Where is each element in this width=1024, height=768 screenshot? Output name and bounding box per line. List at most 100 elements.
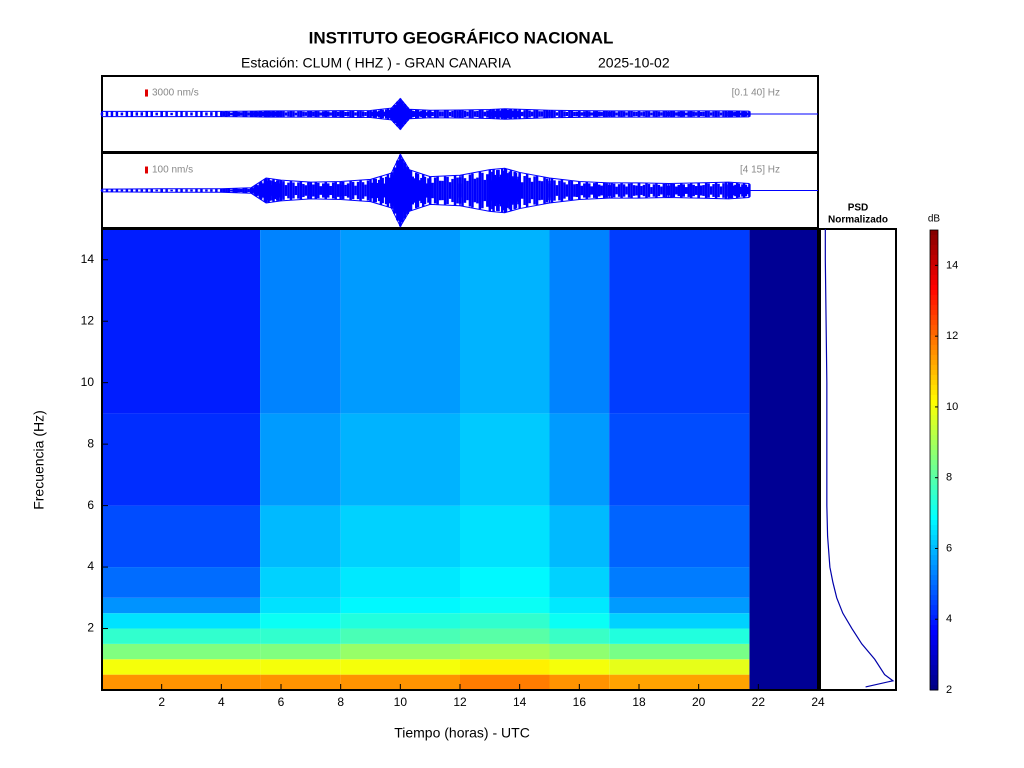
psd-title: Normalizado	[828, 215, 888, 226]
colorbar-step	[930, 415, 938, 421]
colorbar-step	[930, 555, 938, 561]
spectrogram-cell	[340, 613, 460, 629]
spectrogram-cell	[102, 643, 261, 660]
colorbar-step	[930, 385, 938, 391]
spectrogram-cell	[102, 229, 261, 414]
psd-title: PSD	[848, 203, 869, 214]
spectrogram-cell	[340, 674, 460, 690]
colorbar-step	[930, 325, 938, 331]
colorbar-step	[930, 680, 938, 686]
spectrogram-cell	[102, 659, 261, 675]
colorbar-step	[930, 370, 938, 376]
spectrogram-cell	[260, 613, 341, 629]
colorbar-step	[930, 575, 938, 581]
spectrogram-cell	[102, 567, 261, 598]
colorbar-step	[930, 340, 938, 346]
colorbar-step	[930, 490, 938, 496]
colorbar-tick-label: 2	[946, 684, 952, 696]
spectrogram-cell	[460, 674, 550, 690]
colorbar-step	[930, 550, 938, 556]
spectrogram-cell	[460, 643, 550, 660]
spectrogram-cell	[549, 659, 610, 675]
colorbar-tick-label: 12	[946, 330, 958, 342]
spectrogram-cell	[260, 567, 341, 598]
colorbar-step	[930, 520, 938, 526]
colorbar-step	[930, 505, 938, 511]
colorbar-step	[930, 615, 938, 621]
spectrogram-cell	[260, 674, 341, 690]
y-tick-label: 4	[87, 559, 94, 573]
colorbar-step	[930, 310, 938, 316]
colorbar-step	[930, 235, 938, 241]
colorbar-step	[930, 300, 938, 306]
envelope-lower	[102, 116, 750, 131]
colorbar-step	[930, 525, 938, 531]
colorbar-step	[930, 380, 938, 386]
colorbar-step	[930, 465, 938, 471]
colorbar-step	[930, 660, 938, 666]
spectrogram-cell	[340, 567, 460, 598]
spectrogram-cell	[460, 505, 550, 568]
colorbar-step	[930, 580, 938, 586]
spectrogram-cell	[340, 628, 460, 644]
spectrogram-cell	[102, 597, 261, 614]
colorbar-step	[930, 270, 938, 276]
colorbar-step	[930, 545, 938, 551]
spectrogram-cell	[609, 567, 750, 598]
colorbar-step	[930, 450, 938, 456]
spectrogram-cell	[102, 628, 261, 644]
envelope-upper	[101, 153, 750, 190]
colorbar-step	[930, 405, 938, 411]
spectrogram-cell	[609, 613, 750, 629]
colorbar-step	[930, 360, 938, 366]
colorbar-step	[930, 605, 938, 611]
colorbar-step	[930, 650, 938, 656]
band-label: [0.1 40] Hz	[732, 88, 780, 99]
colorbar-step	[930, 345, 938, 351]
colorbar-step	[930, 645, 938, 651]
colorbar-step	[930, 560, 938, 566]
envelope-lower	[101, 191, 750, 228]
spectrogram-cell	[340, 229, 460, 414]
colorbar-step	[930, 275, 938, 281]
x-tick-label: 4	[218, 695, 225, 709]
colorbar-step	[930, 390, 938, 396]
colorbar-step	[930, 290, 938, 296]
spectrogram-cell	[260, 628, 341, 644]
colorbar-step	[930, 455, 938, 461]
colorbar-step	[930, 320, 938, 326]
colorbar-tick-label: 6	[946, 542, 952, 554]
spectrogram-cell	[260, 643, 341, 660]
colorbar-step	[930, 510, 938, 516]
spectrogram-cell	[549, 597, 610, 614]
colorbar-step	[930, 285, 938, 291]
x-tick-label: 24	[811, 695, 825, 709]
colorbar-step	[930, 330, 938, 336]
colorbar-step	[930, 445, 938, 451]
spectrogram-cell	[260, 597, 341, 614]
spectrogram-cell	[549, 413, 610, 506]
spectrogram-cell	[260, 229, 341, 414]
x-tick-label: 22	[752, 695, 766, 709]
colorbar-step	[930, 435, 938, 441]
colorbar-step	[930, 395, 938, 401]
spectrogram-cell	[260, 413, 341, 506]
colorbar-frame	[929, 229, 939, 691]
y-tick-label: 6	[87, 498, 94, 512]
scale-label: 3000 nm/s	[152, 88, 199, 99]
spectrogram-cell	[609, 643, 750, 660]
y-axis-label: Frecuencia (Hz)	[31, 410, 47, 510]
psd-frame	[819, 228, 897, 691]
colorbar-step	[930, 375, 938, 381]
x-tick-label: 14	[513, 695, 527, 709]
subtitle: Estación: CLUM ( HHZ ) - GRAN CANARIA	[241, 55, 512, 71]
spectrogram-cell	[340, 413, 460, 506]
spectrogram-cell	[340, 597, 460, 614]
colorbar-step	[930, 635, 938, 641]
spectrogram-cell	[460, 659, 550, 675]
colorbar-step	[930, 675, 938, 681]
colorbar-step	[930, 440, 938, 446]
spectrogram-cell	[260, 505, 341, 568]
colorbar-label: dB	[928, 214, 941, 225]
